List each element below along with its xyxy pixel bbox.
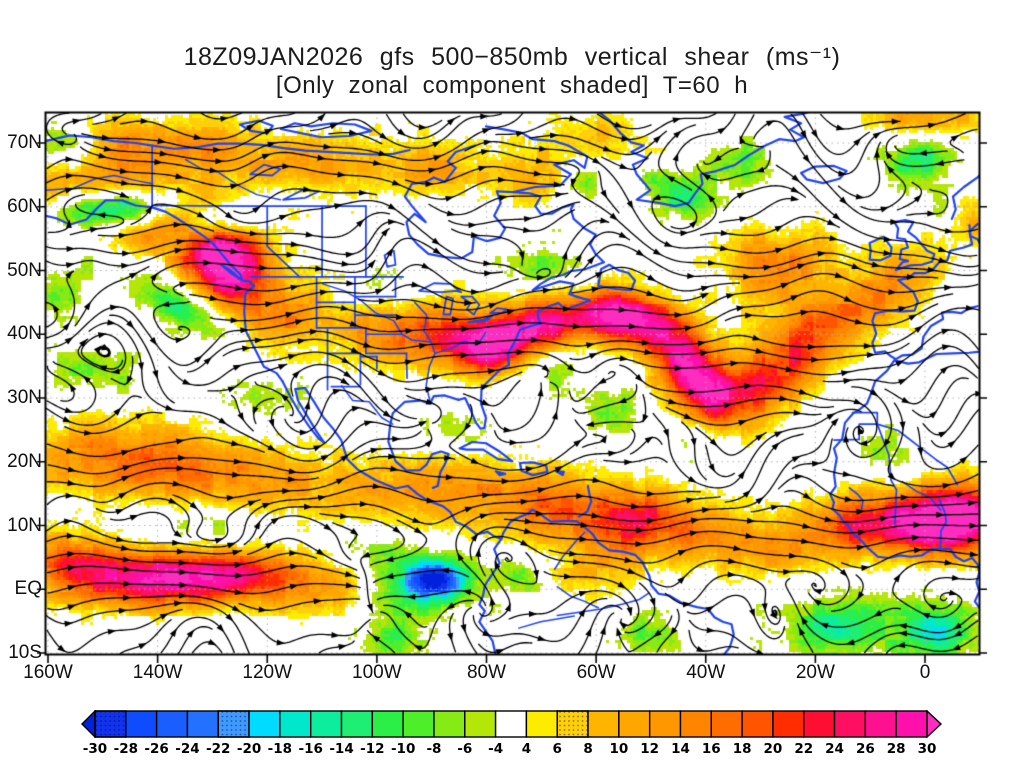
colorbar-tick-label: -24: [175, 741, 200, 757]
colorbar-segment: [310, 710, 343, 738]
colorbar-segment: [772, 710, 805, 738]
colorbar-tick-label: 18: [732, 741, 752, 757]
colorbar-segment: [833, 710, 867, 738]
lat-tick-label: 20N: [7, 450, 42, 472]
colorbar-arrow-right: [926, 709, 943, 739]
colorbar-segment: [402, 710, 435, 738]
colorbar-tick-label: 16: [701, 741, 721, 757]
colorbar-tick-label: 24: [825, 741, 844, 757]
colorbar-segment: [864, 710, 897, 738]
colorbar-tick-label: 8: [583, 741, 593, 757]
colorbar-segment: [741, 710, 774, 738]
colorbar-segment: [279, 710, 312, 738]
colorbar-tick-label: 20: [763, 741, 783, 757]
colorbar-tick-label: -20: [236, 741, 262, 757]
colorbar-tick-label: 26: [855, 741, 875, 757]
lat-tick-label: 40N: [7, 323, 42, 345]
lon-tick-label: 160W: [23, 662, 73, 683]
colorbar-segment: [679, 710, 712, 738]
lat-tick-label: 10S: [8, 642, 42, 663]
colorbar-legend: -30 -28 -26 -24 -22 -20 -18 -16 -14 -12 -10 -8 -6 -4 4…: [81, 709, 945, 768]
lat-tick-label: 60N: [7, 195, 42, 217]
colorbar-tick-label: 6: [552, 741, 562, 757]
lat-tick-label: 50N: [7, 259, 42, 281]
colorbar-tick-label: -28: [113, 741, 139, 757]
lat-tick-label: 10N: [7, 514, 42, 536]
colorbar-segment: [494, 710, 528, 738]
colorbar-segment: [155, 710, 189, 738]
colorbar-segment: [371, 710, 404, 738]
colorbar-tick-label: 28: [886, 741, 906, 757]
colorbar-tick-label: -18: [267, 741, 293, 757]
colorbar-segment: [648, 710, 682, 738]
colorbar-tick-label: -22: [206, 741, 231, 757]
colorbar-segment: [340, 710, 374, 738]
lat-tick-label: 30N: [7, 387, 42, 408]
colorbar-tick-label: -8: [426, 741, 442, 757]
colorbar-tick-label: 10: [609, 741, 629, 757]
lon-tick-label: 40W: [686, 662, 726, 683]
colorbar-segment: [464, 710, 497, 738]
lon-tick-label: 140W: [132, 662, 183, 683]
colorbar-tick-label: -14: [329, 741, 354, 757]
colorbar-tick-label: 22: [794, 741, 814, 757]
colorbar-segment: [587, 710, 620, 738]
colorbar-tick-label: 30: [917, 741, 937, 757]
colorbar-segment: [710, 710, 743, 738]
colorbar-segment-stipple: [556, 710, 589, 738]
colorbar-tick-label: -26: [144, 741, 169, 757]
colorbar-segment: [433, 710, 466, 738]
lon-tick-label: 120W: [242, 662, 293, 683]
colorbar-tick-label: -12: [360, 741, 385, 757]
colorbar-segment-stipple: [217, 710, 250, 738]
colorbar-tick-label: 12: [640, 741, 660, 757]
colorbar-tick-label: -10: [390, 741, 416, 757]
colorbar-segment: [125, 710, 158, 738]
colorbar-segment: [895, 710, 928, 738]
colorbar-tick-label: 4: [521, 741, 532, 757]
colorbar-segment: [525, 710, 558, 738]
lat-tick-label: EQ: [14, 578, 42, 600]
lon-tick-label: 100W: [352, 662, 402, 683]
colorbar-arrow-left: [81, 709, 96, 739]
colorbar-segment: [618, 710, 651, 738]
colorbar-segment-stipple: [94, 710, 127, 738]
lon-tick-label: 0: [919, 662, 931, 683]
colorbar-tick-label: -16: [298, 741, 323, 757]
lon-tick-label: 80W: [466, 662, 507, 683]
colorbar-segment: [186, 710, 219, 738]
lon-tick-label: 60W: [576, 662, 616, 683]
colorbar-tick-label: -30: [82, 741, 108, 757]
colorbar-segment: [803, 710, 836, 738]
colorbar-tick-label: -4: [488, 741, 504, 757]
colorbar-swatches: [81, 709, 943, 739]
colorbar-tick-label: -6: [457, 741, 473, 757]
colorbar-segment: [248, 710, 281, 738]
colorbar-tick-label: 14: [671, 741, 690, 757]
lat-tick-label: 70N: [7, 132, 42, 153]
lon-tick-label: 20W: [795, 662, 835, 683]
